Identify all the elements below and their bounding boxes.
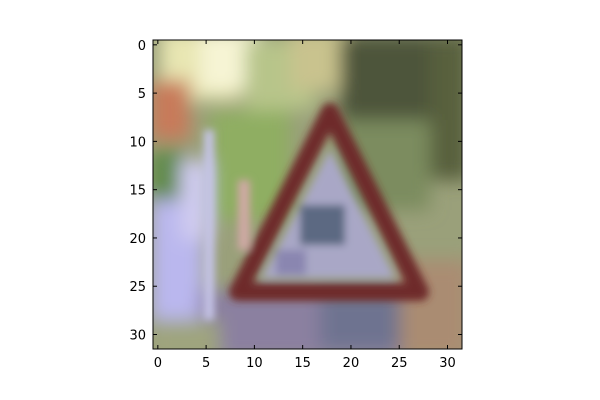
- y-tick-label: 30: [129, 329, 146, 344]
- y-tick-label: 0: [138, 39, 146, 54]
- blurred-road-sign-image: [153, 40, 462, 349]
- axes-frame: [152, 39, 463, 350]
- x-tick-label: 15: [294, 356, 311, 371]
- x-tick-label: 5: [202, 356, 210, 371]
- x-tick-label: 25: [391, 356, 408, 371]
- y-tick-label: 20: [129, 232, 146, 247]
- y-tick-label: 25: [129, 280, 146, 295]
- x-tick-label: 0: [154, 356, 162, 371]
- x-axis: 0 5 10 15 20 25 30: [154, 40, 456, 371]
- y-axis: 0 5 10 15 20 25 30: [129, 39, 462, 344]
- x-tick-label: 30: [439, 356, 456, 371]
- x-tick-label: 20: [343, 356, 360, 371]
- x-tick-label: 10: [246, 356, 263, 371]
- y-tick-label: 15: [129, 184, 146, 199]
- y-tick-label: 5: [138, 87, 146, 102]
- y-tick-label: 10: [129, 135, 146, 150]
